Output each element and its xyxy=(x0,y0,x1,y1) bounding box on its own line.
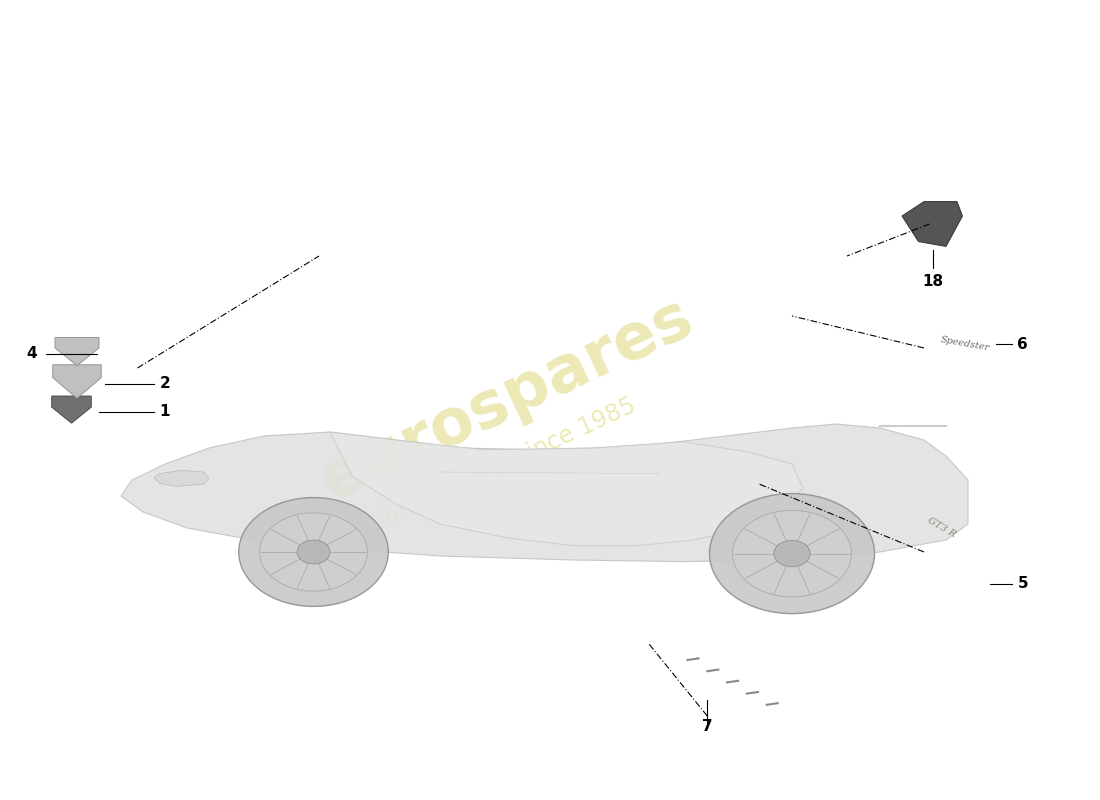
Polygon shape xyxy=(52,396,91,423)
Polygon shape xyxy=(154,470,209,486)
Text: eurospares: eurospares xyxy=(310,286,702,514)
Polygon shape xyxy=(55,338,99,366)
Circle shape xyxy=(733,510,851,597)
Text: 18: 18 xyxy=(922,274,944,289)
Polygon shape xyxy=(902,202,962,246)
Text: GT3 R: GT3 R xyxy=(926,516,957,540)
Polygon shape xyxy=(121,424,968,562)
Circle shape xyxy=(710,494,874,614)
Text: Speedster: Speedster xyxy=(939,335,990,353)
Text: 5: 5 xyxy=(1018,577,1028,591)
Circle shape xyxy=(239,498,388,606)
Text: 4: 4 xyxy=(26,346,37,361)
Circle shape xyxy=(297,540,330,564)
Text: 2: 2 xyxy=(160,377,170,391)
Text: 6: 6 xyxy=(1018,337,1028,351)
Circle shape xyxy=(774,541,810,566)
Polygon shape xyxy=(330,432,803,546)
Circle shape xyxy=(260,513,367,591)
Text: a passion for parts since 1985: a passion for parts since 1985 xyxy=(306,394,640,566)
Text: 7: 7 xyxy=(702,719,713,734)
Text: 1: 1 xyxy=(160,405,170,419)
Polygon shape xyxy=(53,365,101,398)
